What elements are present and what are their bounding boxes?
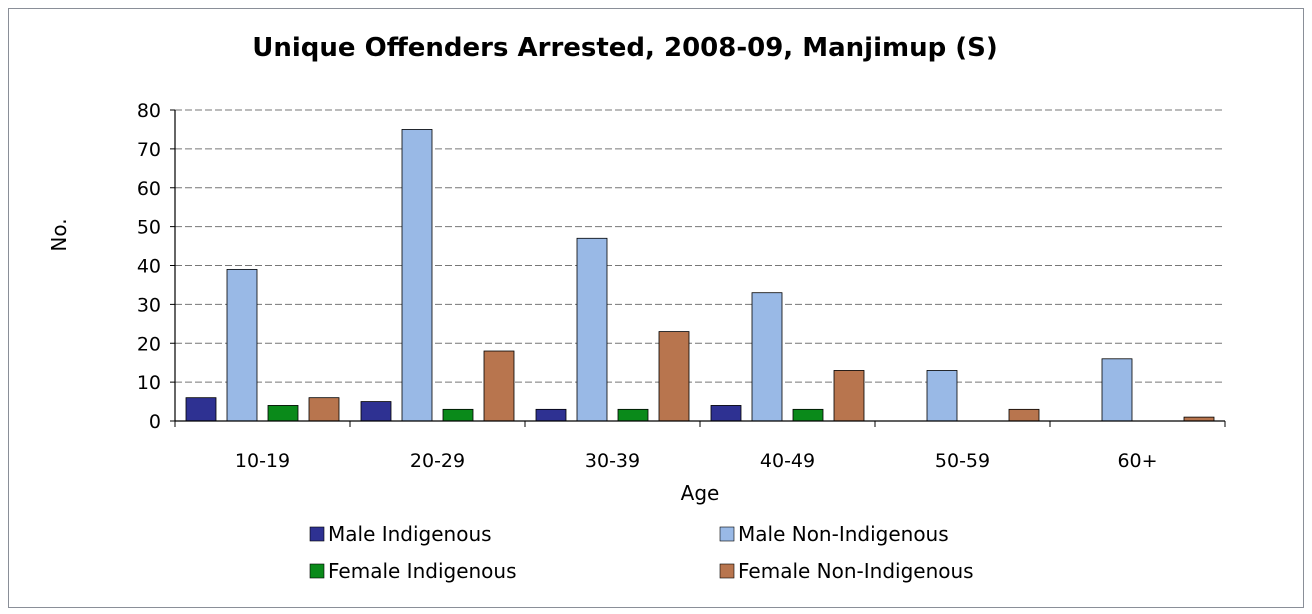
- y-tick-label: 80: [137, 100, 161, 122]
- bar-30-39-male-indigenous: [535, 408, 567, 422]
- bar-40-49-male-indigenous: [710, 405, 742, 422]
- x-tick-label: 50-59: [935, 450, 990, 472]
- legend-swatch: [719, 563, 735, 579]
- legend-label: Male Non-Indigenous: [738, 522, 949, 546]
- x-tick-label: 40-49: [760, 450, 815, 472]
- bar-40-49-male-non-indigenous: [751, 292, 783, 422]
- chart-title: Unique Offenders Arrested, 2008-09, Manj…: [252, 33, 998, 63]
- x-tick-label: 10-19: [235, 450, 290, 472]
- y-tick-label: 60: [137, 178, 161, 200]
- bar-20-29-female-non-indigenous: [483, 350, 515, 422]
- bar-60+-male-non-indigenous: [1101, 358, 1133, 422]
- y-axis-label: No.: [47, 218, 71, 251]
- bar-40-49-female-non-indigenous: [833, 370, 865, 422]
- y-tick-label: 40: [137, 256, 161, 278]
- bar-40-49-female-indigenous: [792, 408, 824, 422]
- y-axis-ticks: 0 10 20 30 40 50 60 70 80: [137, 100, 175, 433]
- bar-30-39-female-non-indigenous: [658, 331, 690, 422]
- legend-label: Male Indigenous: [328, 522, 492, 546]
- y-tick-label: 70: [137, 139, 161, 161]
- x-tick-label: 30-39: [585, 450, 640, 472]
- x-axis-label: Age: [681, 481, 720, 505]
- bar-10-19-male-non-indigenous: [226, 268, 258, 422]
- x-tick-label: 60+: [1117, 450, 1157, 472]
- bar-10-19-female-non-indigenous: [308, 397, 340, 422]
- bar-50-59-female-non-indigenous: [1008, 408, 1040, 422]
- y-tick-label: 10: [137, 372, 161, 394]
- legend-swatch: [719, 526, 735, 542]
- y-tick-label: 20: [137, 333, 161, 355]
- chart-frame: [8, 8, 1304, 608]
- bar-20-29-male-non-indigenous: [401, 129, 433, 422]
- gridlines: [175, 109, 1225, 383]
- bar-10-19-male-indigenous: [185, 397, 217, 422]
- legend-label: Female Indigenous: [328, 559, 517, 583]
- x-axis-ticks: 10-19 20-29 30-39 40-49 50-59 60+: [174, 421, 1226, 472]
- bar-10-19-female-indigenous: [267, 405, 299, 422]
- legend-label: Female Non-Indigenous: [738, 559, 974, 583]
- bar-20-29-female-indigenous: [442, 408, 474, 422]
- y-tick-label: 30: [137, 294, 161, 316]
- y-tick-label: 50: [137, 217, 161, 239]
- bar-30-39-female-indigenous: [617, 408, 649, 422]
- bar-20-29-male-indigenous: [360, 401, 392, 422]
- legend: Male Indigenous Male Non-Indigenous Female…: [309, 522, 974, 583]
- bar-30-39-male-non-indigenous: [576, 237, 608, 422]
- y-tick-label: 0: [149, 411, 161, 433]
- bar-50-59-male-non-indigenous: [926, 370, 958, 422]
- legend-swatch: [309, 526, 325, 542]
- x-tick-label: 20-29: [410, 450, 465, 472]
- legend-swatch: [309, 563, 325, 579]
- bars: [185, 129, 1215, 422]
